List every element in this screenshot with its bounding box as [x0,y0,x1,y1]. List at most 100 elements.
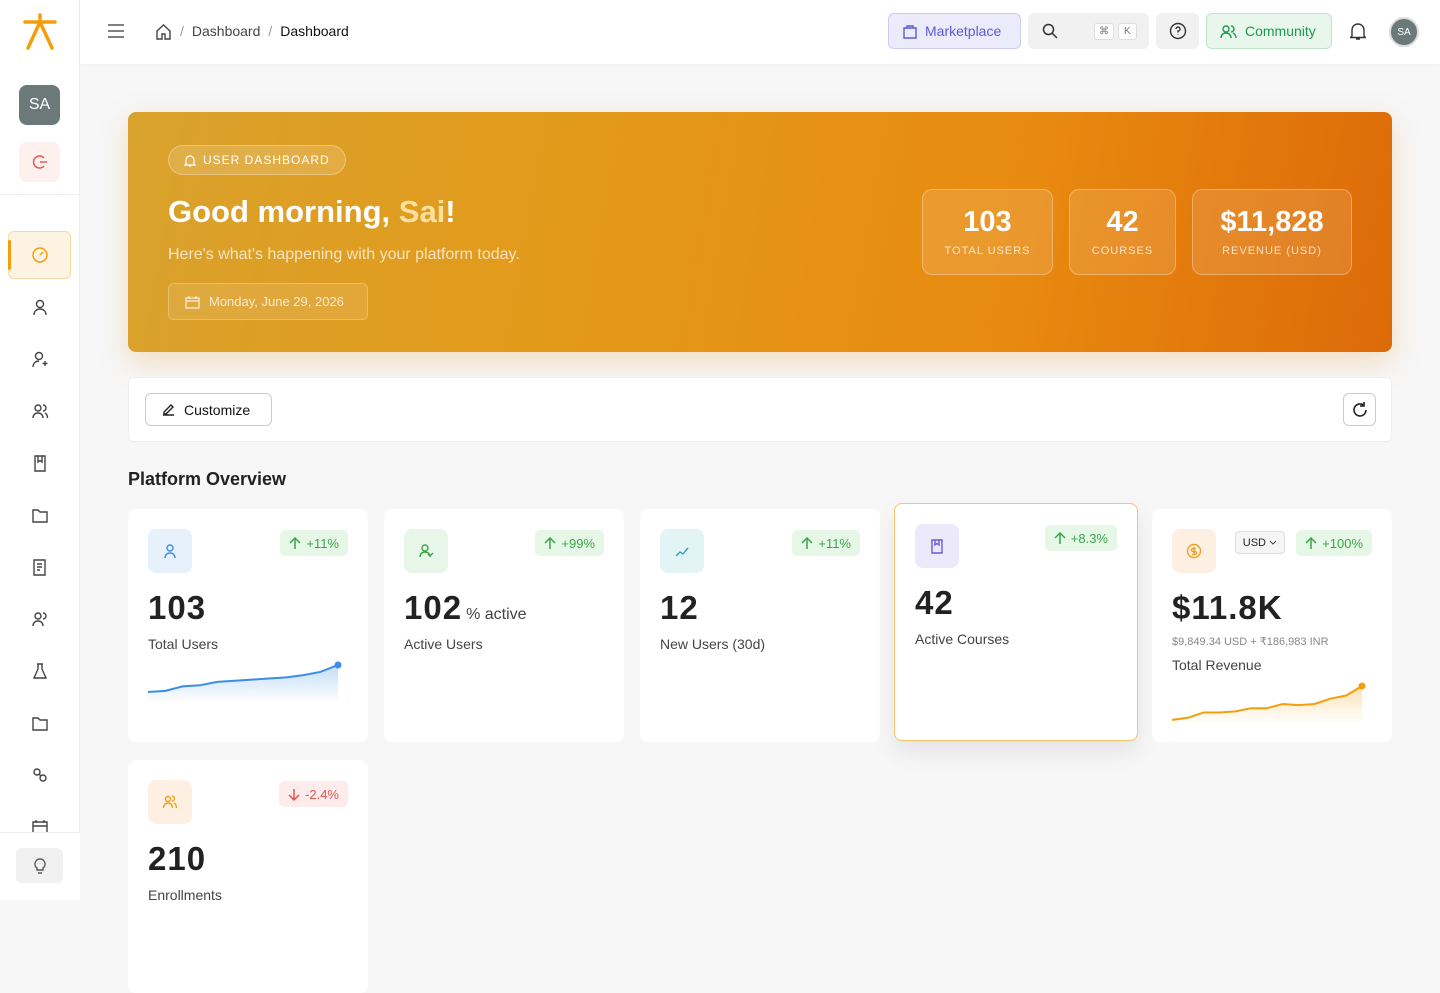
sparkline-end [1358,682,1366,690]
badge-text: USER DASHBOARD [203,153,330,167]
nav-active[interactable] [8,231,71,279]
nav-indicator [8,240,11,270]
card-icon [404,529,448,573]
nav-icon[interactable] [31,506,49,524]
help-button[interactable] [1156,13,1199,49]
logout-button[interactable] [19,142,60,182]
change-text: +100% [1322,535,1363,551]
help-icon [1169,22,1186,40]
customize-label: Customize [184,401,251,418]
date-chip: Monday, June 29, 2026 [168,283,368,320]
menu-icon[interactable] [108,24,124,38]
notification-icon[interactable] [1350,22,1366,41]
card-value: 103 [148,589,206,627]
sparkline-area [148,665,338,703]
stat-value: $11,828 [1220,206,1324,238]
stat-card[interactable]: +11% 12 New Users (30d) [640,509,880,742]
user-avatar[interactable]: SA [19,85,60,125]
stat-card[interactable]: +11% 103 Total Users [128,509,368,742]
bag-icon [903,24,917,39]
greeting-text: Good morning, [168,194,391,229]
card-label: Enrollments [148,887,222,903]
refresh-icon [1352,401,1367,417]
breadcrumb-item[interactable]: Dashboard [191,23,261,39]
sparkline [147,661,342,703]
divider [0,194,80,195]
logout-icon [32,155,47,169]
value: 210 [148,840,207,877]
value: 12 [660,589,699,626]
revenue-detail: $9,849.34 USD + ₹186,983 INR [1172,636,1329,648]
stat-card[interactable]: +8.3% 42 Active Courses [894,503,1138,741]
chevron [1269,540,1277,545]
change-text: +11% [818,535,851,551]
stat-card[interactable]: +99% 102% active Active Users [384,509,624,742]
search-button[interactable]: ⌘ K [1028,13,1149,49]
greeting: Good morning, Sai! [168,194,456,230]
card-value: 42 [915,584,954,622]
stat-value: 103 [963,206,1012,238]
change-text: -2.4% [305,786,339,802]
nav-icon[interactable] [31,558,49,576]
header-avatar[interactable]: SA [1389,17,1419,47]
nav-icon[interactable] [31,298,49,316]
card-value: 102% active [404,589,527,627]
change-badge: +8.3% [1044,525,1117,551]
icon [675,547,689,557]
value: $11.8K [1172,589,1283,626]
shortcut-key: K [1118,22,1137,40]
bulb-icon [33,857,46,874]
nav-icon[interactable] [31,350,49,368]
search-icon [1042,23,1058,39]
currency: USD [1242,536,1266,549]
value: 42 [915,584,954,621]
hero-stat: 42 COURSES [1069,189,1176,275]
home-icon[interactable] [155,23,172,40]
value-suffix: % active [466,606,527,623]
nav-icon[interactable] [31,246,49,264]
logo[interactable] [22,12,58,50]
stat-value: 42 [1106,206,1139,238]
bell-icon [184,154,196,167]
nav-icon[interactable] [31,714,49,732]
refresh-button[interactable] [1343,393,1376,426]
breadcrumb: / Dashboard / Dashboard [180,23,349,39]
sparkline-end [334,661,342,669]
icon [931,539,943,554]
card-value: $11.8K [1172,589,1283,627]
change-text: +11% [306,535,339,551]
sparkline-line [1171,685,1363,721]
customize-button[interactable]: Customize [145,393,272,426]
shortcut-key: ⌘ [1094,22,1114,40]
tips-button[interactable] [16,848,63,883]
change-badge: -2.4% [279,781,348,807]
card-icon [915,524,959,568]
card-icon [660,529,704,573]
card-label: Active Courses [915,631,1010,647]
nav-icon[interactable] [31,662,49,680]
stat-label: REVENUE (USD) [1222,245,1322,257]
marketplace-button[interactable]: Marketplace [888,13,1021,49]
nav-icon[interactable] [31,766,49,784]
nav-icon[interactable] [31,610,49,628]
community-button[interactable]: Community [1206,13,1332,49]
stat-label: TOTAL USERS [944,245,1031,257]
calendar-icon [185,295,200,309]
community-label: Community [1245,23,1316,39]
trend-arrow [289,536,301,549]
card-label: Total Revenue [1172,657,1262,673]
icon [1186,543,1202,559]
stat-card[interactable]: -2.4% 210 Enrollments [128,760,368,993]
trend-arrow [801,536,813,549]
breadcrumb-current: Dashboard [280,23,349,39]
trend-arrow [1054,531,1066,544]
nav-icon[interactable] [31,454,49,472]
change-badge: +100% [1296,530,1372,556]
stat-card[interactable]: +100% $11.8K USD $9,849.34 USD + ₹186,983 … [1152,509,1392,742]
trend-arrow [1305,536,1317,549]
nav-icon[interactable] [31,402,49,420]
icon [419,544,434,558]
value: 103 [148,589,207,626]
currency-select[interactable]: USD [1234,531,1285,554]
card-label: New Users (30d) [660,636,766,652]
